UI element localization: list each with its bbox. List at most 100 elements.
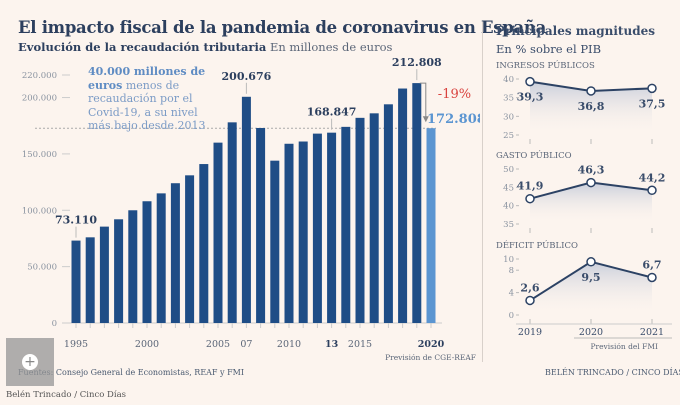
x-tick-label: 2021: [640, 327, 664, 338]
bar-chart: 0 50.000 100.000 150.000 200.000 220.000 1995 2…: [22, 56, 480, 362]
caption-credit: Belén Trincado / Cinco Días: [6, 390, 127, 400]
panel-title: DÉFICIT PÚBLICO: [496, 239, 578, 251]
data-label: 36,8: [578, 100, 605, 113]
x-tick-label: 13: [325, 339, 338, 350]
y-tick-label: 30: [503, 112, 514, 122]
bar-2016: [369, 113, 379, 323]
y-tick-label: 220.000: [22, 71, 57, 81]
chart-title: El impacto fiscal de la pandemia de coro…: [18, 18, 546, 37]
area-fill: [530, 182, 652, 224]
data-label: 168.847: [307, 106, 357, 119]
bar-1995: [71, 240, 81, 323]
y-tick-label: 40: [503, 75, 514, 85]
bar-1999: [128, 210, 138, 323]
bar-2007: [241, 96, 251, 323]
bar-2009: [270, 160, 280, 323]
x-tick-label: 2020: [579, 327, 603, 338]
y-tick-label: 10: [503, 255, 514, 265]
annotation-bold: 40.000 millones de euros: [88, 65, 206, 92]
y-tick-label: 4: [509, 289, 514, 299]
y-tick-label: 40: [503, 202, 514, 212]
forecast-note: Previsión del FMI: [590, 342, 658, 351]
bar-2012: [312, 133, 322, 323]
data-label: 6,7: [642, 258, 661, 271]
bar-2018: [398, 88, 408, 323]
data-point: [525, 295, 535, 306]
data-label: 9,5: [581, 271, 600, 284]
bar-2001: [156, 193, 166, 323]
y-tick-label: 200.000: [22, 94, 57, 104]
data-point: [647, 272, 657, 283]
bar-1998: [114, 219, 124, 323]
y-tick-label: 8: [509, 266, 514, 276]
right-subtitle: En % sobre el PIB: [496, 42, 602, 56]
annotation: 40.000 millones de euros menos de recaud…: [88, 65, 213, 133]
chart-subtitle: Evolución de la recaudación tributaria E…: [18, 40, 392, 54]
panel-title: INGRESOS PÚBLICOS: [496, 59, 595, 71]
change-arrow: [419, 82, 427, 119]
data-point: [586, 177, 596, 188]
bar-2008: [256, 127, 266, 324]
bar-2004: [199, 164, 209, 323]
y-tick-label: 150.000: [22, 150, 57, 160]
bar-2011: [298, 141, 308, 323]
data-point: [525, 76, 535, 87]
y-tick-label: 100.000: [22, 206, 57, 216]
y-tick-label: 50.000: [27, 263, 57, 273]
x-tick-label: 2000: [135, 339, 159, 350]
data-point: [525, 193, 535, 204]
x-tick-label: 07: [240, 339, 252, 350]
bar-2003: [185, 175, 195, 323]
data-point: [647, 185, 657, 196]
bar-2002: [170, 183, 180, 323]
x-tick-label: 2015: [348, 339, 372, 350]
annotation-text: menos de recaudación por el Covid-19, a …: [88, 78, 206, 133]
x-tick-label: 2020: [418, 339, 445, 350]
data-label: 44,2: [639, 171, 666, 184]
panel-title: GASTO PÚBLICO: [496, 149, 572, 161]
subtitle-unit: En millones de euros: [269, 40, 393, 54]
bar-2014: [341, 126, 351, 323]
change-label: -19%: [438, 87, 471, 102]
data-label: 212.808: [392, 56, 442, 69]
x-tick-label: 2005: [206, 339, 230, 350]
zoom-button[interactable]: +: [6, 338, 54, 386]
bar-2006: [227, 122, 237, 323]
data-point: [586, 257, 596, 267]
bar-2017: [383, 104, 393, 324]
data-label: 200.676: [222, 70, 272, 83]
subtitle-bold: Evolución de la recaudación tributaria: [18, 40, 267, 54]
x-tick-label: 2010: [277, 339, 301, 350]
data-point: [586, 86, 596, 96]
data-point: [647, 83, 657, 94]
bar-1997: [99, 226, 109, 323]
plus-icon: +: [22, 354, 38, 370]
data-label: 73.110: [55, 214, 97, 227]
bar-2015: [355, 117, 365, 323]
data-label: 37,5: [639, 97, 666, 110]
data-label: 2,6: [520, 281, 539, 294]
right-title: Principales magnitudes: [496, 24, 655, 38]
arrow-head-icon: [422, 116, 429, 123]
y-tick-label: 0: [509, 311, 514, 321]
bar-1996: [85, 237, 95, 323]
bar-2000: [142, 201, 152, 323]
bar-2005: [213, 142, 223, 323]
area-fill: [530, 81, 652, 135]
y-tick-label: 0: [52, 319, 57, 329]
divider: [482, 22, 483, 362]
bar-2010: [284, 143, 294, 323]
x-tick-label: 2019: [518, 327, 542, 338]
data-label: 41,9: [517, 180, 544, 193]
y-tick-label: 35: [503, 220, 514, 230]
sources: Fuentes: Consejo General de Economistas,…: [18, 368, 244, 377]
y-tick-label: 25: [503, 131, 514, 141]
y-tick-label: 45: [503, 183, 514, 193]
x-tick-label: 1995: [64, 339, 88, 350]
data-label: 172.808: [427, 112, 480, 127]
y-tick-label: 35: [503, 94, 514, 104]
area-fill: [530, 261, 652, 315]
credit: BELÉN TRINCADO / CINCO DÍAS: [545, 368, 680, 377]
